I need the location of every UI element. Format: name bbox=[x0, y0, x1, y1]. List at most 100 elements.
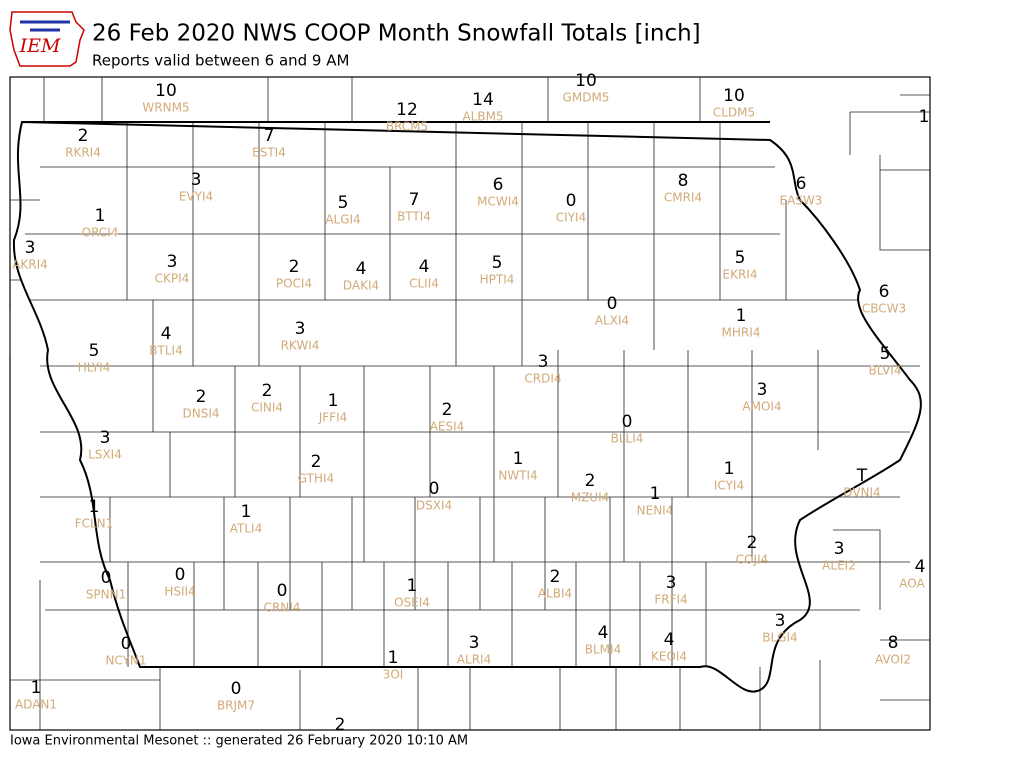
title: 26 Feb 2020 NWS COOP Month Snowfall Tota… bbox=[92, 21, 701, 47]
station-id: HPTI4 bbox=[480, 273, 515, 287]
station-value: 8 bbox=[888, 633, 899, 653]
station-value: 3 bbox=[538, 352, 549, 372]
station-value: 3 bbox=[666, 573, 677, 593]
station-value: 10 bbox=[155, 81, 177, 101]
station-id: NENI4 bbox=[637, 504, 674, 518]
station-id: FCLN1 bbox=[75, 517, 114, 531]
station-value: 3 bbox=[167, 252, 178, 272]
station-value: 1 bbox=[650, 484, 661, 504]
station-id: RKWI4 bbox=[281, 339, 320, 353]
station-id: BTTI4 bbox=[397, 210, 431, 224]
station-id: ADAN1 bbox=[15, 698, 57, 712]
station-value: 1 bbox=[724, 459, 735, 479]
station-id: BLMI4 bbox=[585, 643, 621, 657]
station-id: BLGI4 bbox=[762, 631, 797, 645]
station-id: 3OI bbox=[383, 668, 404, 682]
station-id: HLYI4 bbox=[78, 361, 111, 375]
station-value: 5 bbox=[735, 248, 746, 268]
station-value: 2 bbox=[311, 452, 322, 472]
station-value: 1 bbox=[241, 502, 252, 522]
station-value: 7 bbox=[264, 126, 275, 146]
station-value: 8 bbox=[678, 171, 689, 191]
station-id: CINI4 bbox=[251, 401, 283, 415]
station-id: FRFI4 bbox=[654, 593, 687, 607]
station-id: GMDM5 bbox=[563, 91, 610, 105]
station-id: AESI4 bbox=[430, 420, 465, 434]
station-id: NWTI4 bbox=[498, 469, 537, 483]
station-id: AVOI2 bbox=[875, 653, 911, 667]
station-id: CIYI4 bbox=[556, 211, 586, 225]
station-id: LSXI4 bbox=[88, 448, 122, 462]
station-id: CKPI4 bbox=[155, 272, 190, 286]
station-id: EVYI4 bbox=[179, 190, 213, 204]
station-value: 2 bbox=[442, 400, 453, 420]
station-id: GTHI4 bbox=[298, 472, 334, 486]
station-value: 4 bbox=[915, 557, 926, 577]
station-id: DVNI4 bbox=[843, 486, 880, 500]
station-id: DAKI4 bbox=[343, 279, 379, 293]
station-value: 0 bbox=[175, 565, 186, 585]
station-value: 2 bbox=[585, 471, 596, 491]
station-value: 5 bbox=[338, 193, 349, 213]
station-id: CLII4 bbox=[409, 277, 439, 291]
subtitle: Reports valid between 6 and 9 AM bbox=[92, 52, 349, 70]
station-value: 5 bbox=[880, 344, 891, 364]
station-id: ALRI4 bbox=[457, 653, 491, 667]
station-id: CMRI4 bbox=[664, 191, 702, 205]
station-value: 7 bbox=[409, 190, 420, 210]
station-value: 1 bbox=[407, 576, 418, 596]
station-id: JFFI4 bbox=[318, 411, 348, 425]
station-value: 5 bbox=[89, 341, 100, 361]
station-value: 4 bbox=[664, 630, 675, 650]
station-id: WRNM5 bbox=[142, 101, 189, 115]
station-value: 3 bbox=[834, 539, 845, 559]
station-value: 6 bbox=[796, 174, 807, 194]
station-value: 14 bbox=[472, 90, 494, 110]
station-id: NCYN1 bbox=[105, 654, 146, 668]
station-id: SPNN1 bbox=[86, 588, 126, 602]
station-value: 0 bbox=[277, 581, 288, 601]
station-value: 2 bbox=[747, 533, 758, 553]
station-value: 4 bbox=[356, 259, 367, 279]
station-value: 1 bbox=[513, 449, 524, 469]
station-value: 0 bbox=[231, 679, 242, 699]
station-value: 1 bbox=[736, 306, 747, 326]
station-id: AOA bbox=[899, 577, 925, 591]
station-value: 2 bbox=[262, 381, 273, 401]
station-id: ALXI4 bbox=[595, 314, 629, 328]
station-id: ORCI4 bbox=[82, 226, 119, 240]
station-id: DNSI4 bbox=[182, 407, 219, 421]
station-id: POCI4 bbox=[276, 277, 312, 291]
station-value: 2 bbox=[196, 387, 207, 407]
station-id: MHRI4 bbox=[722, 326, 761, 340]
station-value: 2 bbox=[289, 257, 300, 277]
station-id: ESTI4 bbox=[252, 146, 286, 160]
station-value: 0 bbox=[607, 294, 618, 314]
station-id: CBCW3 bbox=[862, 302, 906, 316]
station-value: 3 bbox=[295, 319, 306, 339]
station-id: CRNI4 bbox=[264, 601, 301, 615]
footer: Iowa Environmental Mesonet :: generated … bbox=[10, 734, 468, 749]
station-value: 1 bbox=[95, 206, 106, 226]
station-value: 5 bbox=[492, 253, 503, 273]
station-value: 6 bbox=[879, 282, 890, 302]
station-id: BRCM5 bbox=[386, 120, 428, 134]
station-id: ICYI4 bbox=[714, 479, 744, 493]
basemap bbox=[9, 76, 931, 731]
station-id: EKRI4 bbox=[723, 268, 758, 282]
station-value: 1 bbox=[31, 678, 42, 698]
station-id: MCWI4 bbox=[477, 195, 519, 209]
station-value: 1 bbox=[919, 107, 930, 127]
station-id: AMOI4 bbox=[742, 400, 781, 414]
station-value: 2 bbox=[335, 715, 346, 735]
logo-text: IEM bbox=[19, 35, 61, 57]
station-id: ALGI4 bbox=[325, 213, 360, 227]
station-value: 3 bbox=[757, 380, 768, 400]
station-value: 1 bbox=[89, 497, 100, 517]
station-value: 4 bbox=[419, 257, 430, 277]
station-value: 3 bbox=[191, 170, 202, 190]
station-value: 4 bbox=[598, 623, 609, 643]
station-id: CRDI4 bbox=[524, 372, 561, 386]
